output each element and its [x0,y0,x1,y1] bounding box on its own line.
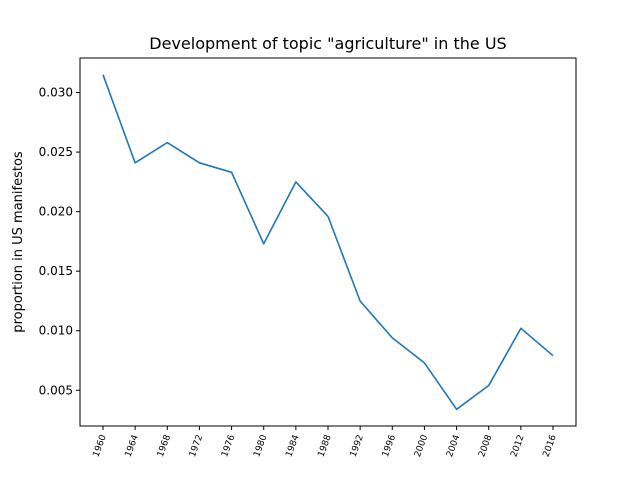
data-point [520,328,522,330]
y-tick-label: 0.005 [39,383,73,397]
data-point [166,142,168,144]
data-point [456,409,458,411]
data-point [327,216,329,218]
y-tick-label: 0.030 [39,86,73,100]
data-point [488,385,490,387]
data-point [295,181,297,183]
y-axis-label: proportion in US manifestos [11,151,26,333]
series-layer [102,74,554,411]
data-point [552,355,554,357]
chart-title: Development of topic "agriculture" in th… [149,34,506,53]
data-point [231,172,233,174]
y-tick-label: 0.015 [39,264,73,278]
data-point [134,162,136,164]
data-point [199,162,201,164]
series-line [102,74,554,411]
plot-frame [79,57,577,427]
data-point [391,337,393,339]
data-point [102,74,104,76]
y-tick-label: 0.010 [39,324,73,338]
data-point [359,300,361,302]
y-axis-ticks: 0.005 0.010 0.015 0.020 0.025 0.030 [39,86,80,397]
y-tick-label: 0.025 [39,145,73,159]
data-point [263,243,265,245]
y-tick-label: 0.020 [39,205,73,219]
data-point [424,362,426,364]
